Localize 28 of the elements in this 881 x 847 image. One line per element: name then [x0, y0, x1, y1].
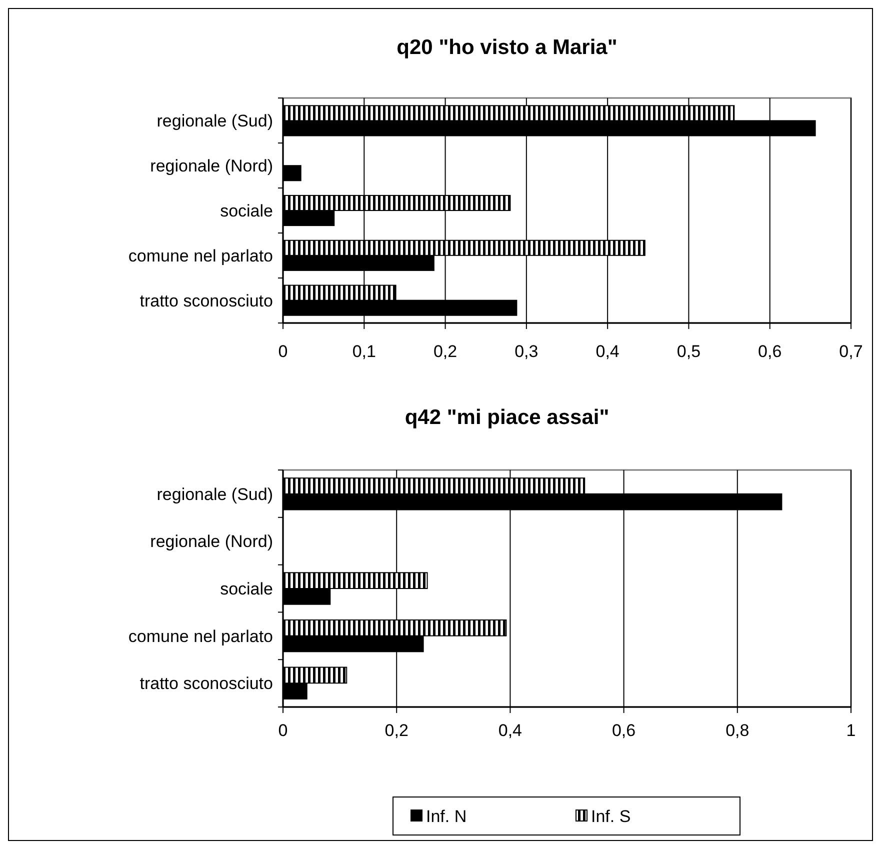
x-tick-label: 0,6 — [612, 720, 636, 740]
x-tick-label: 0,4 — [498, 720, 522, 740]
y-tick-label: tratto sconosciuto — [140, 291, 273, 310]
y-tick-label: tratto sconosciuto — [140, 674, 273, 694]
x-tick-label: 0,3 — [514, 342, 538, 361]
x-tick-label: 0 — [278, 720, 288, 740]
y-tick-label: regionale (Sud) — [156, 112, 273, 131]
y-tick-label: regionale (Sud) — [156, 484, 273, 504]
legend-label: Inf. N — [426, 806, 467, 826]
chart-title: q20 "ho visto a Maria" — [396, 36, 618, 59]
x-tick-label: 0 — [278, 342, 288, 361]
x-tick-label: 0,2 — [384, 720, 408, 740]
y-tick-label: sociale — [220, 579, 273, 598]
x-tick-label: 0,5 — [676, 342, 701, 361]
x-tick-label: 0,1 — [352, 342, 376, 361]
x-tick-label: 0,6 — [758, 342, 782, 361]
y-tick-label: comune nel parlato — [128, 246, 273, 266]
y-tick-label: regionale (Nord) — [150, 532, 273, 552]
chart-title: q42 "mi piace assai" — [404, 406, 610, 429]
x-tick-label: 0,2 — [433, 342, 458, 361]
x-tick-label: 1 — [846, 720, 856, 740]
y-tick-label: regionale (Nord) — [150, 156, 273, 176]
y-tick-label: comune nel parlato — [128, 626, 273, 646]
x-tick-label: 0,7 — [839, 342, 863, 361]
legend-label: Inf. S — [591, 806, 631, 826]
x-tick-label: 0,4 — [596, 342, 620, 361]
y-tick-label: sociale — [220, 201, 273, 220]
x-tick-label: 0,8 — [726, 720, 750, 740]
